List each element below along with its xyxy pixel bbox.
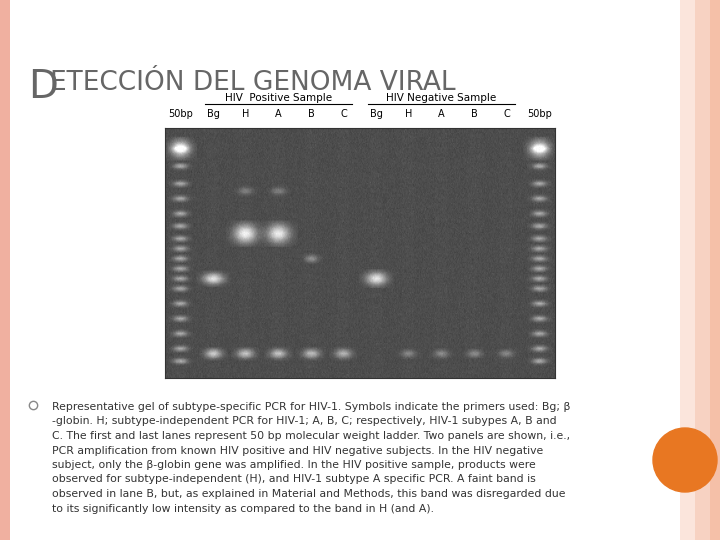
Text: observed in lane B, but, as explained in Material and Methods, this band was dis: observed in lane B, but, as explained in…: [52, 489, 565, 499]
Text: -globin. H; subtype-independent PCR for HIV-1; A, B, C; respectively, HIV-1 suby: -globin. H; subtype-independent PCR for …: [52, 416, 557, 427]
Text: Bg: Bg: [370, 109, 383, 119]
Text: Bg: Bg: [207, 109, 220, 119]
Bar: [0, 0, 10, 540]
Text: Representative gel of subtype-specific PCR for HIV-1. Symbols indicate the prime: Representative gel of subtype-specific P…: [52, 402, 570, 412]
Text: A: A: [275, 109, 282, 119]
Text: to its significantly low intensity as compared to the band in H (and A).: to its significantly low intensity as co…: [52, 503, 434, 514]
Text: B: B: [471, 109, 477, 119]
Text: HIV  Positive Sample: HIV Positive Sample: [225, 93, 332, 103]
Text: C: C: [503, 109, 510, 119]
Text: C: C: [341, 109, 347, 119]
Bar: [680, 0, 695, 540]
Text: H: H: [242, 109, 250, 119]
Text: A: A: [438, 109, 445, 119]
Text: D: D: [28, 68, 58, 106]
Text: 50bp: 50bp: [168, 109, 193, 119]
Circle shape: [653, 428, 717, 492]
Text: 50bp: 50bp: [527, 109, 552, 119]
Text: ETECCIÓN DEL GENOMA VIRAL: ETECCIÓN DEL GENOMA VIRAL: [50, 70, 456, 96]
Bar: [695, 0, 710, 540]
Text: observed for subtype-independent (H), and HIV-1 subtype A specific PCR. A faint : observed for subtype-independent (H), an…: [52, 475, 536, 484]
Text: PCR amplification from known HIV positive and HIV negative subjects. In the HIV : PCR amplification from known HIV positiv…: [52, 446, 544, 456]
Text: B: B: [307, 109, 315, 119]
Bar: [710, 0, 720, 540]
Text: subject, only the β-globin gene was amplified. In the HIV positive sample, produ: subject, only the β-globin gene was ampl…: [52, 460, 536, 470]
Text: C. The first and last lanes represent 50 bp molecular weight ladder. Two panels : C. The first and last lanes represent 50…: [52, 431, 570, 441]
Text: HIV Negative Sample: HIV Negative Sample: [387, 93, 497, 103]
Text: H: H: [405, 109, 413, 119]
